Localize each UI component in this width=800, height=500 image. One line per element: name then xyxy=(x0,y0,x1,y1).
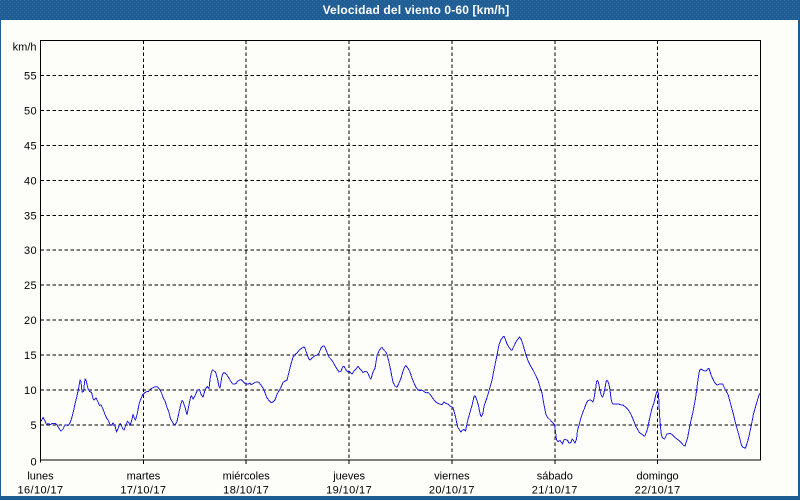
svg-text:25: 25 xyxy=(24,280,37,292)
svg-text:35: 35 xyxy=(24,210,37,222)
svg-text:15: 15 xyxy=(24,350,37,362)
svg-text:55: 55 xyxy=(24,71,37,83)
svg-text:45: 45 xyxy=(24,140,37,152)
svg-text:18/10/17: 18/10/17 xyxy=(223,484,269,496)
svg-text:20: 20 xyxy=(24,315,37,327)
svg-text:km/h: km/h xyxy=(13,42,37,54)
svg-text:50: 50 xyxy=(24,105,37,117)
svg-text:sábado: sábado xyxy=(537,471,573,483)
svg-text:miércoles: miércoles xyxy=(223,471,271,483)
svg-text:19/10/17: 19/10/17 xyxy=(326,484,372,496)
svg-text:viernes: viernes xyxy=(434,471,470,483)
svg-text:30: 30 xyxy=(24,245,37,257)
svg-text:domingo: domingo xyxy=(636,471,678,483)
svg-text:0: 0 xyxy=(30,456,37,468)
svg-text:40: 40 xyxy=(24,175,37,187)
svg-text:10: 10 xyxy=(24,385,37,397)
svg-text:20/10/17: 20/10/17 xyxy=(429,484,475,496)
svg-text:5: 5 xyxy=(30,420,37,432)
svg-text:lunes: lunes xyxy=(27,471,54,483)
svg-text:22/10/17: 22/10/17 xyxy=(635,484,681,496)
svg-text:21/10/17: 21/10/17 xyxy=(532,484,578,496)
svg-text:16/10/17: 16/10/17 xyxy=(17,484,63,496)
svg-text:jueves: jueves xyxy=(332,471,365,483)
svg-text:martes: martes xyxy=(127,471,161,483)
svg-text:17/10/17: 17/10/17 xyxy=(120,484,166,496)
